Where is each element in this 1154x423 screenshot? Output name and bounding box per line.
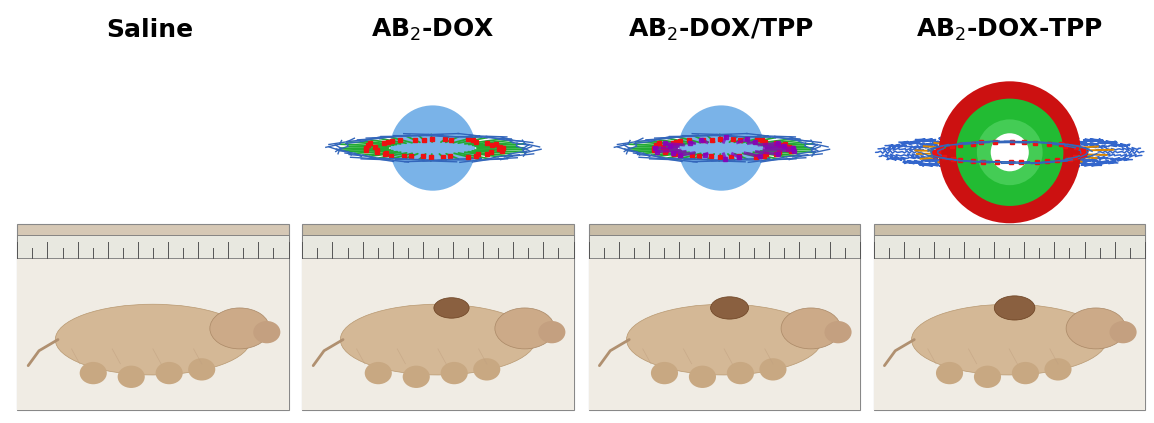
Ellipse shape (1044, 358, 1072, 381)
Ellipse shape (118, 365, 144, 388)
Ellipse shape (990, 133, 1028, 171)
Ellipse shape (781, 308, 841, 349)
Ellipse shape (939, 81, 1080, 223)
Ellipse shape (1109, 321, 1137, 343)
Ellipse shape (253, 321, 280, 343)
Ellipse shape (1012, 362, 1039, 384)
Ellipse shape (340, 304, 535, 375)
FancyBboxPatch shape (874, 224, 1145, 410)
FancyBboxPatch shape (874, 235, 1145, 258)
Ellipse shape (1066, 308, 1126, 349)
Ellipse shape (956, 99, 1064, 206)
FancyBboxPatch shape (874, 258, 1145, 410)
Text: AB$_2$-DOX/TPP: AB$_2$-DOX/TPP (628, 16, 815, 43)
Ellipse shape (679, 105, 764, 191)
Ellipse shape (912, 304, 1107, 375)
Ellipse shape (390, 105, 475, 191)
Ellipse shape (188, 358, 216, 381)
Ellipse shape (495, 308, 555, 349)
Ellipse shape (441, 362, 467, 384)
Ellipse shape (995, 296, 1035, 320)
Text: Saline: Saline (106, 18, 194, 41)
Ellipse shape (473, 358, 501, 381)
Ellipse shape (651, 362, 679, 384)
Ellipse shape (974, 365, 1001, 388)
FancyBboxPatch shape (589, 235, 860, 258)
FancyBboxPatch shape (589, 258, 860, 410)
FancyBboxPatch shape (302, 224, 574, 410)
Ellipse shape (824, 321, 852, 343)
FancyBboxPatch shape (589, 224, 860, 410)
Ellipse shape (711, 297, 749, 319)
Ellipse shape (156, 362, 182, 384)
Ellipse shape (434, 298, 470, 318)
Ellipse shape (727, 362, 754, 384)
Text: AB$_2$-DOX: AB$_2$-DOX (370, 16, 495, 43)
FancyBboxPatch shape (17, 224, 288, 410)
Ellipse shape (365, 362, 392, 384)
Ellipse shape (689, 365, 715, 388)
Ellipse shape (210, 308, 270, 349)
Ellipse shape (403, 365, 429, 388)
Ellipse shape (936, 362, 964, 384)
FancyBboxPatch shape (302, 258, 574, 410)
Text: AB$_2$-DOX-TPP: AB$_2$-DOX-TPP (916, 16, 1103, 43)
FancyBboxPatch shape (17, 258, 288, 410)
Ellipse shape (55, 304, 250, 375)
Ellipse shape (80, 362, 107, 384)
Ellipse shape (976, 119, 1042, 185)
Ellipse shape (538, 321, 565, 343)
FancyBboxPatch shape (17, 235, 288, 258)
Ellipse shape (759, 358, 787, 381)
Ellipse shape (627, 304, 822, 375)
FancyBboxPatch shape (302, 235, 574, 258)
